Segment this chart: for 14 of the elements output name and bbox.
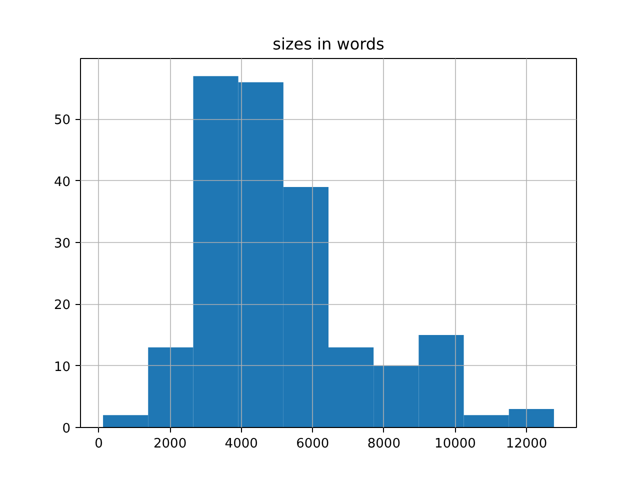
- chart-title: sizes in words: [272, 34, 384, 54]
- x-tick-label: 8000: [367, 436, 400, 452]
- x-tick-label: 0: [94, 436, 103, 452]
- y-tick-label: 30: [54, 236, 71, 252]
- y-tick-label: 40: [54, 174, 71, 190]
- y-tick-label: 50: [54, 113, 71, 128]
- x-tick-label: 2000: [154, 436, 187, 452]
- x-tick-label: 12000: [506, 436, 548, 452]
- x-tick-label: 10000: [434, 436, 476, 452]
- x-tick-label: 4000: [224, 436, 258, 452]
- x-tick-label: 6000: [296, 436, 330, 452]
- y-tick-label: 20: [54, 298, 71, 314]
- y-tick-label: 0: [62, 422, 71, 436]
- y-tick-label: 10: [54, 360, 71, 375]
